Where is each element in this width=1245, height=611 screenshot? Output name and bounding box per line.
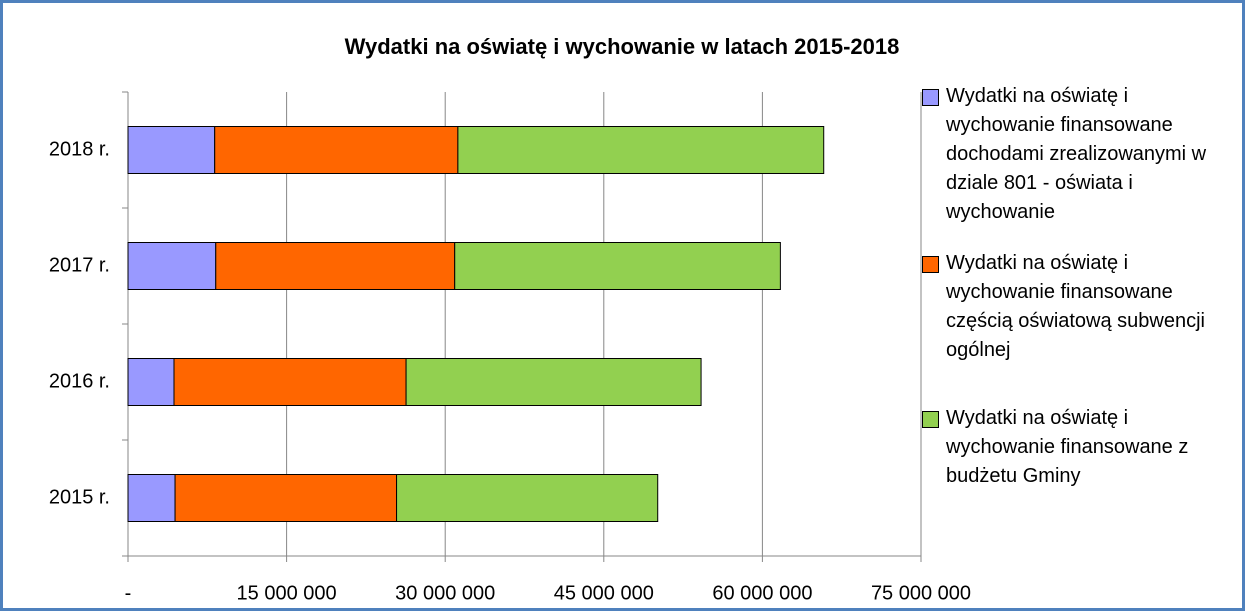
- legend-entry: Wydatki na oświatę i wychowanie finansow…: [922, 249, 1242, 365]
- bar-segment: [127, 358, 175, 406]
- legend-entry: Wydatki na oświatę i wychowanie finansow…: [922, 82, 1242, 227]
- bar-segment: [396, 474, 659, 522]
- bar-segment: [173, 358, 407, 406]
- legend-label: Wydatki na oświatę i wychowanie finansow…: [946, 407, 1189, 487]
- x-tick-label: 15 000 000: [237, 582, 337, 604]
- x-tick-label: 75 000 000: [871, 582, 971, 604]
- x-tick-label: 30 000 000: [395, 582, 495, 604]
- legend-label: Wydatki na oświatę i wychowanie finansow…: [946, 252, 1206, 361]
- legend-swatch: [922, 256, 939, 273]
- legend-label: Wydatki na oświatę i wychowanie finansow…: [946, 85, 1207, 223]
- bar-segment: [405, 358, 702, 406]
- y-tick-label: 2017 r.: [49, 254, 110, 276]
- y-tick-label: 2016 r.: [49, 370, 110, 392]
- y-tick-label: 2018 r.: [49, 138, 110, 160]
- x-tick-label: 45 000 000: [554, 582, 654, 604]
- bar-segment: [127, 474, 176, 522]
- bar-segment: [174, 474, 398, 522]
- legend: Wydatki na oświatę i wychowanie finansow…: [922, 82, 1242, 513]
- bar-segment: [127, 242, 217, 290]
- bar-segment: [214, 126, 459, 174]
- x-tick-label: -: [125, 582, 132, 604]
- x-tick-label: 60 000 000: [712, 582, 812, 604]
- chart-title: Wydatki na oświatę i wychowanie w latach…: [345, 34, 900, 59]
- bar-segment: [454, 242, 781, 290]
- legend-entry: Wydatki na oświatę i wychowanie finansow…: [922, 404, 1242, 491]
- bar-segment: [127, 126, 216, 174]
- legend-swatch: [922, 89, 939, 106]
- bar-segment: [215, 242, 456, 290]
- bar-segment: [457, 126, 825, 174]
- legend-swatch: [922, 411, 939, 428]
- y-tick-label: 2015 r.: [49, 486, 110, 508]
